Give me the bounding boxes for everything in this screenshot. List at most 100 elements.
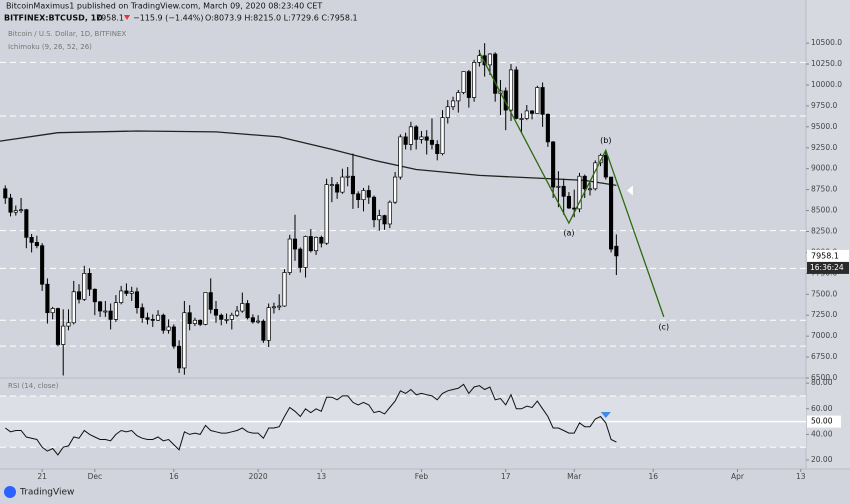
candle-body	[61, 325, 66, 345]
rsi-tick-label: 80.00	[811, 378, 833, 387]
candle-body	[261, 320, 266, 341]
candle-body	[250, 317, 255, 323]
candle-body	[335, 184, 340, 193]
candle-body	[466, 71, 471, 98]
candle-body	[245, 303, 250, 319]
candle-body	[213, 308, 219, 316]
candle-body	[8, 197, 13, 213]
candle-body	[119, 290, 124, 304]
candle-body	[524, 110, 529, 119]
wave-line	[478, 51, 665, 318]
candle-body	[219, 314, 224, 320]
y-tick-label: 7250.0	[811, 310, 837, 319]
candle-body	[140, 307, 145, 319]
candle-body	[445, 106, 450, 118]
candle-body	[266, 307, 271, 341]
rsi-line	[5, 383, 617, 456]
candle-body	[198, 319, 203, 325]
wave-label: (a)	[563, 229, 574, 238]
candle-body	[408, 126, 413, 145]
logo-icon	[4, 486, 16, 498]
candle-body	[609, 176, 614, 250]
candle-body	[34, 242, 39, 247]
x-tick-label: 13	[796, 472, 806, 481]
x-tick-label: Dec	[88, 472, 103, 481]
y-tick-label: 7500.0	[811, 289, 837, 298]
candle-body	[540, 87, 545, 115]
x-tick-label: 16	[648, 472, 658, 481]
candle-body	[593, 162, 598, 190]
candle-body	[277, 305, 282, 308]
candle-body	[398, 136, 403, 178]
candle-body	[103, 310, 108, 313]
candle-body	[203, 292, 208, 325]
candle-body	[82, 272, 87, 300]
candle-body	[614, 245, 619, 257]
candle-body	[472, 62, 477, 98]
x-tick-label: 13	[317, 472, 327, 481]
candle-body	[256, 320, 261, 323]
rsi-signal	[600, 412, 611, 418]
plot: 6500.06750.07000.07250.07500.07750.08000…	[0, 38, 849, 481]
candle-body	[76, 291, 82, 300]
candle-body	[393, 176, 398, 203]
candle-body	[50, 308, 55, 314]
candle-body	[129, 291, 134, 294]
rsi-mid-label: 50.00	[811, 417, 833, 426]
y-tick-label: 9250.0	[811, 143, 837, 152]
price-tag-label: 7958.1	[811, 251, 839, 260]
candle-body	[387, 201, 392, 225]
candle-body	[530, 110, 535, 114]
candle-body	[345, 175, 350, 178]
pair-name: Bitcoin / U.S. Dollar, 1D, BITFINEX	[8, 30, 126, 38]
candle-body	[329, 184, 334, 186]
candle-body	[587, 188, 593, 191]
candle-body	[324, 184, 329, 244]
candle-body	[535, 87, 540, 114]
candle-body	[493, 53, 498, 94]
candle-body	[440, 117, 445, 154]
candle-body	[429, 139, 435, 145]
y-tick-label: 10000.0	[811, 80, 842, 89]
y-tick-label: 6750.0	[811, 352, 837, 361]
rsi-tick-label: 60.00	[811, 404, 833, 413]
candle-body	[98, 301, 103, 312]
candle-body	[308, 236, 313, 252]
y-tick-label: 8250.0	[811, 226, 837, 235]
y-tick-label: 9500.0	[811, 122, 837, 131]
candle-body	[29, 236, 34, 243]
candle-body	[187, 312, 192, 324]
candle-body	[155, 314, 161, 321]
x-tick-label: 2020	[249, 472, 268, 481]
y-tick-label: 10250.0	[811, 59, 842, 68]
candle-body	[177, 345, 182, 369]
candle-body	[545, 113, 550, 143]
candle-body	[92, 288, 97, 303]
candle-body	[19, 209, 24, 212]
y-tick-label: 7000.0	[811, 331, 837, 340]
brand-logo: TradingView	[4, 486, 74, 498]
rsi-tick-label: 40.00	[811, 429, 833, 438]
publisher: BitcoinMaximus1 published on TradingView…	[6, 2, 322, 11]
candle-body	[598, 154, 603, 164]
wave-label: (b)	[600, 136, 611, 145]
candle-body	[561, 185, 566, 197]
candle-body	[366, 190, 371, 198]
candle-body	[166, 326, 171, 331]
candle-body	[456, 92, 461, 102]
x-tick-label: 17	[501, 472, 511, 481]
x-tick-label: Apr	[731, 472, 745, 481]
candle-body	[424, 136, 429, 141]
candle-body	[508, 69, 514, 111]
candle-body	[303, 236, 308, 268]
candle-body	[24, 209, 29, 238]
candle-body	[282, 272, 287, 307]
price-tag	[807, 249, 849, 262]
candle-body	[603, 154, 608, 178]
countdown: 16:36:24	[810, 263, 844, 272]
candle-body	[382, 215, 387, 225]
x-tick-label: 21	[37, 472, 47, 481]
candle-body	[134, 291, 140, 309]
candle-body	[340, 176, 345, 193]
candle-body	[371, 196, 377, 221]
